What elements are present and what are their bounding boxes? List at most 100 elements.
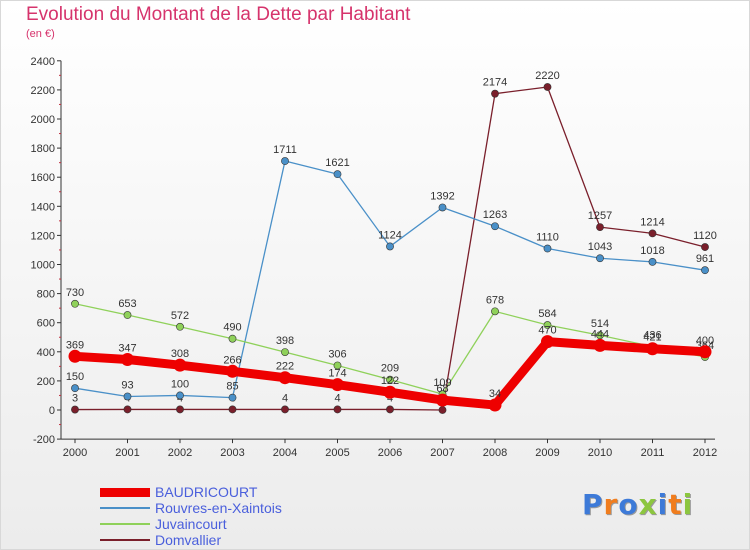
y-tick-label: 2400 [31,56,55,68]
data-point [383,385,397,399]
data-label: 100 [171,378,189,390]
y-tick-label: 1800 [31,143,55,155]
data-label: 174 [328,368,346,380]
y-tick-label: 1600 [31,172,55,184]
data-point [438,406,447,414]
data-label: 222 [276,361,294,373]
x-tick-label: 2001 [115,447,139,459]
data-point [491,307,499,316]
data-point [281,157,289,165]
y-tick-label: 1400 [31,201,55,213]
data-point [698,345,712,359]
legend-label: BAUDRICOURT [155,484,258,500]
data-label: 584 [538,308,556,320]
data-point [68,349,82,363]
x-tick-label: 2010 [588,447,612,459]
x-tick-label: 2006 [378,447,402,459]
data-point [228,405,237,414]
data-point [123,311,132,319]
x-tick-label: 2008 [483,447,507,459]
x-tick-label: 2003 [220,447,244,459]
x-tick-label: 2007 [430,447,454,459]
data-label: 1263 [483,209,507,221]
data-point [71,405,79,414]
data-label: 4 [334,392,340,404]
legend-swatch [100,507,150,509]
data-point [176,322,184,331]
y-tick-label: 1000 [31,260,55,272]
data-point [596,254,604,263]
line-chart: -200 0 200 400 600 800 1000 1200 1400 1600 1800 200… [31,56,718,459]
data-point [71,384,79,393]
data-point [176,405,184,414]
data-label: 1214 [640,216,664,228]
data-label: 1711 [273,144,297,156]
data-point [491,222,499,231]
data-label: 2174 [483,77,507,89]
data-point [226,364,239,378]
data-label: 400 [696,335,714,347]
data-label: 444 [591,328,609,340]
data-point [333,170,342,179]
data-label: 347 [118,343,136,355]
data-point [543,321,552,329]
data-point [331,378,344,392]
y-tick-label: 2000 [31,114,55,126]
data-label: 4 [282,392,288,404]
data-label: 266 [223,354,241,366]
data-point [71,299,79,308]
data-point [438,203,447,212]
chart-title: Evolution du Montant de la Dette par Hab… [26,4,411,25]
data-label: 2220 [535,70,559,82]
data-point [436,393,449,407]
legend-swatch [100,539,150,541]
legend-swatch [100,523,150,525]
x-tick-label: 2011 [641,447,665,459]
x-tick-label: 2000 [63,447,87,459]
data-point [176,391,184,400]
data-label: 109 [433,377,451,389]
legend-swatch [100,487,150,497]
data-label: 961 [696,253,714,265]
data-point [648,229,657,238]
y-tick-label: 0 [49,405,55,417]
data-label: 34 [489,388,501,400]
data-point [281,348,289,356]
data-label: 1043 [588,241,612,253]
data-point [541,335,554,349]
data-point [228,334,237,343]
data-point [543,244,552,253]
data-label: 93 [121,379,133,391]
y-tick-label: -200 [33,434,55,446]
data-label: 730 [66,287,84,299]
data-point [701,266,709,275]
data-point [123,392,132,401]
y-tick-label: 600 [37,318,55,330]
data-point [173,358,187,372]
data-label: 308 [171,348,189,360]
data-label: 3 [72,393,78,405]
data-label: 514 [591,318,609,330]
data-point [281,405,289,414]
y-tick-label: 800 [37,289,55,301]
y-tick-label: 1200 [31,230,55,242]
data-label: 490 [223,322,241,334]
chart-subtitle: (en €) [26,28,55,40]
x-tick-label: 2002 [168,447,192,459]
data-point [701,243,709,251]
data-point [593,338,607,352]
data-point [543,83,552,91]
y-tick-label: 400 [37,347,55,359]
data-label: 369 [66,339,84,351]
data-label: 398 [276,335,294,347]
data-label: 653 [118,298,136,310]
data-label: 1018 [640,245,664,257]
data-point [333,405,342,414]
data-point [646,342,659,356]
data-label: 1124 [378,229,402,241]
data-point [121,353,134,367]
data-point [333,361,342,370]
data-point [386,242,394,251]
data-label: 85 [226,381,238,393]
